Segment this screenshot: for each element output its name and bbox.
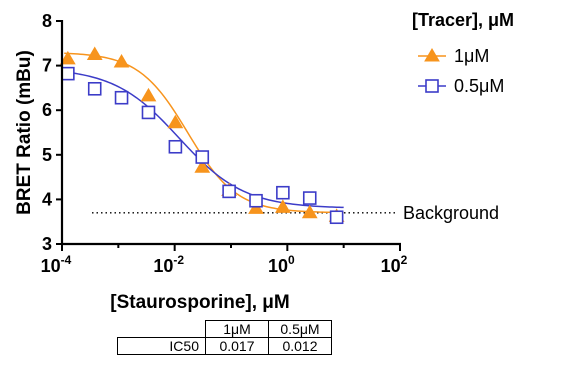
- series-05um: [61, 66, 344, 225]
- x-tick-label: 100: [268, 253, 295, 276]
- table-corner-cell: [117, 320, 206, 338]
- data-point-square: [87, 81, 102, 96]
- data-point-square: [168, 139, 183, 154]
- data-point-triangle: [301, 204, 318, 219]
- legend-marker-square: [425, 79, 439, 93]
- table-row-label: IC50: [117, 337, 206, 355]
- legend-marker-triangle: [424, 48, 440, 62]
- y-tick-label: 3: [42, 234, 52, 254]
- axes: [60, 20, 401, 246]
- data-point-square: [249, 193, 263, 208]
- background-label: Background: [403, 203, 499, 223]
- data-point-square: [141, 105, 156, 120]
- data-point-square: [302, 191, 317, 205]
- table-cell-1um: 0.017: [205, 337, 269, 355]
- legend-label: 1μM: [454, 46, 489, 66]
- x-tick-label: 10-4: [41, 253, 72, 276]
- data-point-square: [61, 66, 75, 81]
- data-point-triangle: [194, 159, 211, 173]
- fit-curve-1um: [64, 52, 344, 214]
- data-point-triangle: [167, 114, 184, 129]
- y-tick-label: 8: [42, 11, 52, 31]
- data-point-triangle: [274, 199, 291, 213]
- y-tick-label: 5: [42, 145, 52, 165]
- table-header-05um: 0.5μM: [268, 320, 332, 338]
- x-tick-label: 10-2: [153, 253, 184, 276]
- data-point-square: [329, 210, 344, 225]
- data-point-square: [195, 150, 210, 164]
- fit-curve-05um: [64, 71, 344, 209]
- y-tick-label: 7: [42, 56, 52, 76]
- table-header-1um: 1μM: [205, 320, 269, 338]
- legend: 1μM 0.5μM: [418, 46, 504, 96]
- legend-label: 0.5μM: [454, 76, 504, 96]
- data-point-square: [222, 184, 236, 199]
- plot-area: [59, 46, 398, 225]
- legend-title: [Tracer], μM: [412, 10, 514, 30]
- data-point-triangle: [86, 46, 103, 60]
- data-point-square: [276, 185, 290, 200]
- data-point-triangle: [59, 50, 76, 65]
- table-header-row: 1μM 0.5μM: [117, 320, 332, 338]
- ic50-table: 1μM 0.5μM IC50 0.017 0.012: [117, 320, 332, 355]
- data-point-triangle: [140, 87, 157, 102]
- x-axis-title: [Staurosporine], μM: [110, 292, 289, 313]
- series-1um: [59, 46, 345, 222]
- y-axis-title: BRET Ratio (mBu): [14, 50, 35, 215]
- data-point-triangle: [113, 54, 130, 68]
- table-row: IC50 0.017 0.012: [117, 337, 332, 355]
- y-tick-label: 6: [42, 100, 52, 120]
- data-point-square: [114, 90, 129, 105]
- table-cell-05um: 0.012: [268, 337, 332, 355]
- tick-marks: 3 4 5 6 7 8 10-4 10-2 100 102: [41, 11, 408, 276]
- y-tick-label: 4: [42, 189, 52, 209]
- x-tick-label: 102: [381, 253, 408, 276]
